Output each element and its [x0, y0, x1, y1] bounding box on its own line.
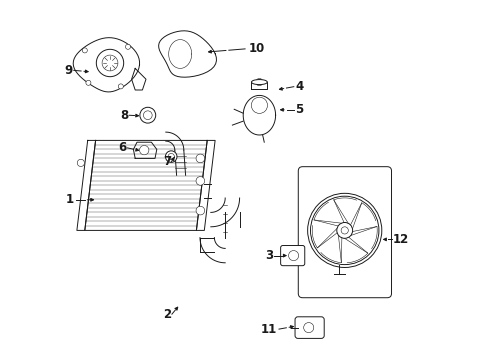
Circle shape	[166, 151, 177, 162]
Polygon shape	[73, 38, 140, 92]
Polygon shape	[321, 234, 342, 263]
Polygon shape	[85, 140, 207, 230]
Polygon shape	[251, 82, 268, 89]
Polygon shape	[334, 198, 357, 225]
Circle shape	[341, 227, 348, 234]
Polygon shape	[133, 142, 157, 158]
Circle shape	[140, 107, 156, 123]
Circle shape	[168, 153, 174, 160]
Circle shape	[256, 78, 263, 86]
Polygon shape	[243, 95, 275, 135]
Text: 10: 10	[248, 42, 265, 55]
Polygon shape	[343, 237, 368, 263]
Circle shape	[82, 48, 87, 53]
FancyBboxPatch shape	[281, 246, 305, 266]
Text: 4: 4	[295, 80, 304, 93]
FancyBboxPatch shape	[298, 167, 392, 298]
Circle shape	[118, 84, 123, 89]
Text: 5: 5	[295, 103, 304, 116]
Circle shape	[97, 49, 123, 77]
Circle shape	[304, 323, 314, 333]
Circle shape	[86, 80, 91, 85]
Text: 12: 12	[392, 233, 409, 246]
Text: 2: 2	[163, 309, 171, 321]
Polygon shape	[314, 202, 343, 226]
Circle shape	[308, 193, 382, 267]
Circle shape	[196, 154, 205, 163]
Polygon shape	[312, 226, 338, 248]
Circle shape	[311, 196, 379, 265]
Circle shape	[140, 145, 149, 155]
Polygon shape	[159, 31, 217, 77]
Circle shape	[196, 206, 205, 215]
FancyBboxPatch shape	[295, 317, 324, 338]
Text: 9: 9	[64, 64, 72, 77]
Circle shape	[289, 251, 298, 261]
Circle shape	[144, 111, 152, 120]
Polygon shape	[196, 140, 215, 230]
Text: 3: 3	[266, 249, 274, 262]
Polygon shape	[350, 203, 376, 230]
Circle shape	[337, 222, 353, 238]
Text: 7: 7	[163, 156, 171, 168]
Circle shape	[102, 55, 118, 71]
Polygon shape	[77, 140, 96, 230]
Text: 1: 1	[66, 193, 74, 206]
Circle shape	[125, 44, 130, 49]
Circle shape	[251, 97, 268, 113]
Circle shape	[196, 177, 205, 185]
Text: 11: 11	[261, 323, 277, 336]
Ellipse shape	[251, 80, 268, 85]
Polygon shape	[349, 226, 377, 249]
Circle shape	[77, 159, 84, 166]
Text: 8: 8	[120, 109, 128, 122]
Text: 6: 6	[118, 141, 126, 154]
Polygon shape	[132, 68, 146, 90]
